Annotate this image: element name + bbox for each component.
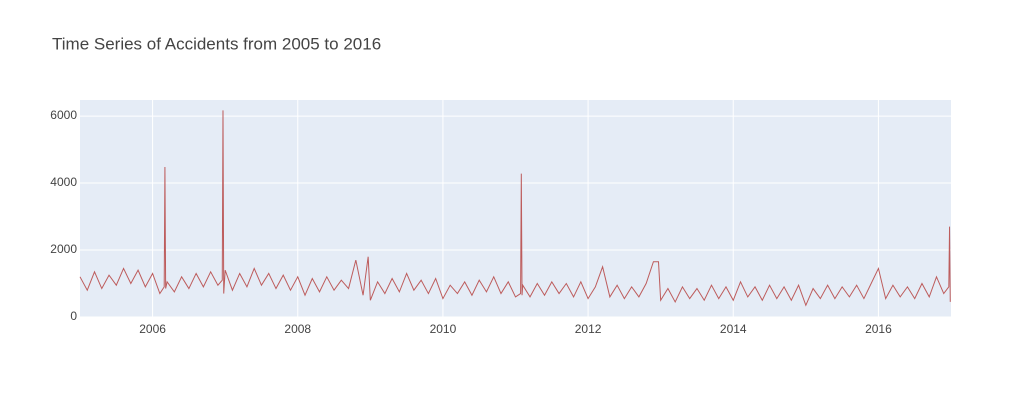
y-tick-label: 4000	[50, 175, 77, 189]
y-tick-label: 2000	[50, 242, 77, 256]
y-tick-label: 6000	[50, 108, 77, 122]
y-tick-label: 0	[70, 309, 77, 323]
chart-title: Time Series of Accidents from 2005 to 20…	[52, 34, 381, 53]
x-tick-label: 2012	[575, 322, 602, 336]
plot-area	[80, 100, 951, 317]
x-tick-label: 2008	[284, 322, 311, 336]
x-tick-label: 2014	[720, 322, 747, 336]
x-tick-label: 2010	[430, 322, 457, 336]
x-tick-label: 2006	[139, 322, 166, 336]
data-line	[79, 110, 951, 307]
x-tick-label: 2016	[865, 322, 892, 336]
